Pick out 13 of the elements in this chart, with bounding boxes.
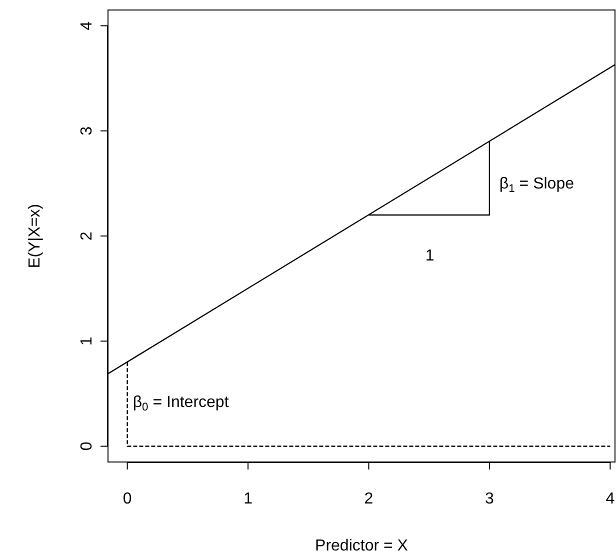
- x-tick-label: 4: [606, 490, 615, 508]
- y-tick-label: 2: [78, 231, 96, 240]
- annotation: 1: [425, 248, 434, 265]
- y-tick-label: 1: [78, 336, 96, 346]
- x-axis-title: Predictor = X: [315, 537, 408, 553]
- y-tick-label: 0: [78, 442, 96, 451]
- y-axis-title: E(Y|X=x): [26, 204, 44, 268]
- y-tick-label: 3: [78, 126, 96, 136]
- x-tick-label: 3: [485, 490, 494, 508]
- x-tick-label: 0: [122, 490, 132, 508]
- x-tick-label: 2: [364, 490, 374, 508]
- y-tick-label: 4: [78, 21, 96, 30]
- x-tick-label: 1: [244, 490, 253, 508]
